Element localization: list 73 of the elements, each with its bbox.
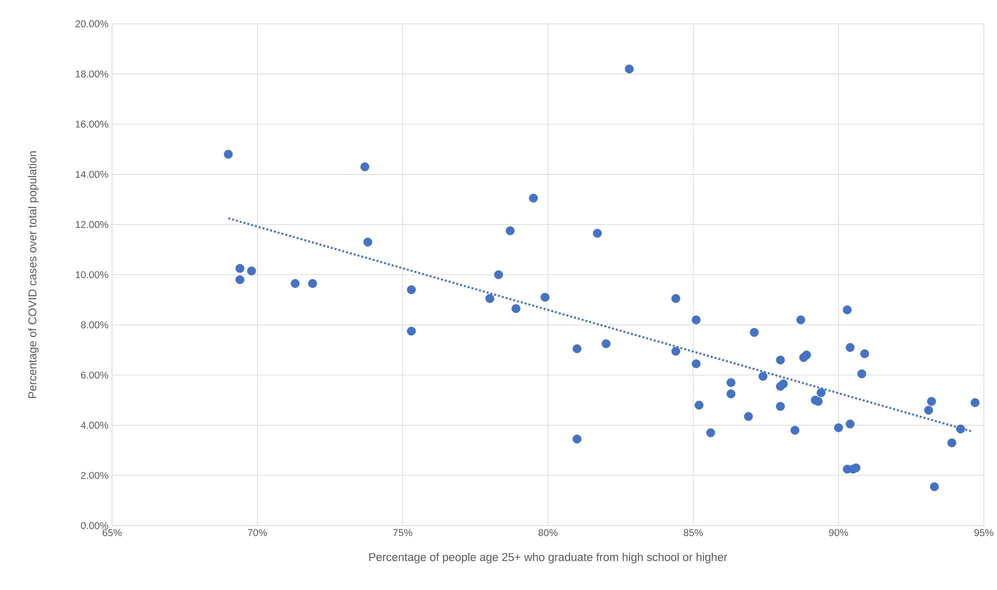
point xyxy=(930,482,939,492)
y-tick-label: 8.00% xyxy=(81,321,108,328)
point xyxy=(834,423,843,432)
point xyxy=(846,342,855,352)
y-tick-label: 14.00% xyxy=(76,170,108,178)
point xyxy=(860,349,870,358)
point xyxy=(308,279,318,288)
point xyxy=(802,350,812,360)
point xyxy=(694,400,704,410)
point xyxy=(360,162,370,172)
x-tick-label: 90% xyxy=(829,529,848,536)
point xyxy=(624,64,634,74)
y-tick-label: 6.00% xyxy=(81,372,108,379)
point xyxy=(602,339,611,348)
point xyxy=(846,420,855,428)
y-tick-label: 20.00% xyxy=(76,20,108,28)
point xyxy=(406,285,416,294)
point xyxy=(224,150,233,159)
point xyxy=(778,379,788,388)
point xyxy=(692,359,701,368)
x-tick-label: 75% xyxy=(393,529,412,536)
point xyxy=(572,344,582,354)
y-tick-label: 0.00% xyxy=(80,522,108,530)
point xyxy=(290,279,300,288)
point xyxy=(956,424,966,434)
point xyxy=(572,434,582,444)
point xyxy=(247,266,256,276)
point xyxy=(506,226,515,236)
point xyxy=(924,406,934,415)
y-tick-label: 4.00% xyxy=(80,422,108,429)
x-axis-title: Percentage of people age 25+ who graduate from high school or higher xyxy=(369,552,728,564)
point xyxy=(494,270,503,280)
y-tick-label: 12.00% xyxy=(76,221,108,228)
x-tick-label: 70% xyxy=(248,529,267,536)
point xyxy=(814,396,823,406)
point xyxy=(842,305,852,314)
point xyxy=(592,228,602,238)
point xyxy=(796,315,806,324)
x-tick-label: 65% xyxy=(102,529,122,536)
point xyxy=(776,402,785,411)
point xyxy=(790,426,800,435)
point xyxy=(726,389,736,398)
point xyxy=(970,398,980,408)
x-tick-label: 85% xyxy=(684,529,703,536)
point xyxy=(927,396,936,406)
point xyxy=(852,463,860,472)
point xyxy=(512,304,520,313)
point xyxy=(235,264,244,273)
point xyxy=(758,372,768,381)
point xyxy=(726,378,736,388)
point xyxy=(406,326,416,336)
y-axis-title: Percentage of COVID cases over total population xyxy=(28,151,39,398)
point xyxy=(235,275,244,284)
point xyxy=(750,328,759,337)
x-tick-label: 80% xyxy=(538,529,558,536)
point xyxy=(363,238,372,247)
point xyxy=(671,346,680,356)
y-tick-label: 18.00% xyxy=(76,70,108,78)
point xyxy=(540,292,550,302)
point xyxy=(947,438,956,448)
point xyxy=(485,294,494,303)
point xyxy=(857,369,866,378)
point xyxy=(706,428,716,438)
point xyxy=(671,294,680,303)
y-tick-label: 16.00% xyxy=(76,120,108,128)
y-tick-label: 10.00% xyxy=(76,271,108,278)
y-tick-label: 2.00% xyxy=(81,472,108,479)
point xyxy=(744,412,753,421)
point xyxy=(692,315,701,324)
point xyxy=(816,388,826,398)
point xyxy=(776,356,785,364)
x-tick-label: 95% xyxy=(974,529,994,536)
point xyxy=(528,194,538,203)
